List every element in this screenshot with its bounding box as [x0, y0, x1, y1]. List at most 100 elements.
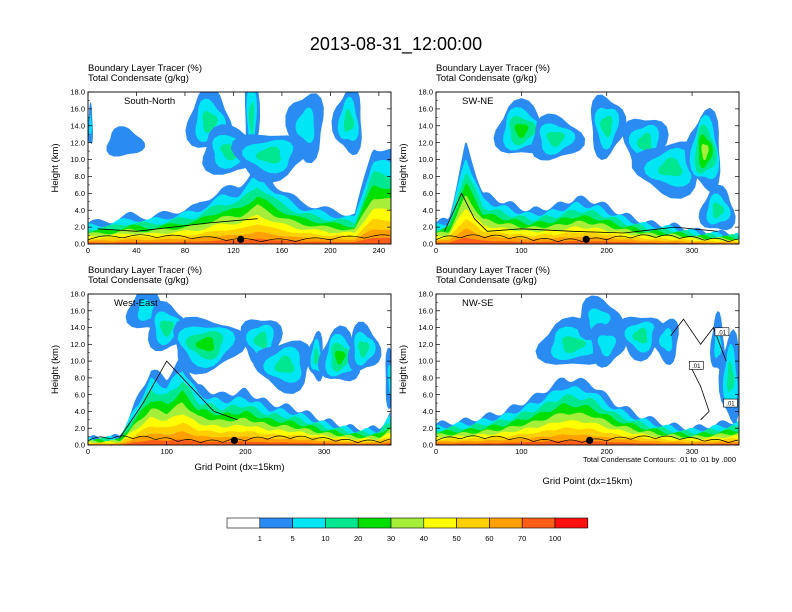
- tracer-plume-7-3: [358, 341, 370, 358]
- legend-swatch-1: [259, 517, 293, 529]
- x-tick-label: 120: [227, 246, 240, 255]
- x-tick-label: 0: [86, 246, 90, 255]
- header-tracer: Boundary Layer Tracer (%): [88, 63, 202, 74]
- panel-nw-se: .01 .01 .01 0.0 2.0 4.0 6.0 8.0 10.0 12.0 14.0 16.0…: [398, 265, 740, 487]
- y-tick-label: 8.0: [423, 373, 433, 382]
- legend-label: 5: [291, 534, 295, 543]
- y-tick-label: 16.0: [418, 104, 433, 113]
- legend-swatch-6: [423, 517, 457, 529]
- legend-label: 100: [549, 534, 562, 543]
- x-tick-label: 0: [86, 447, 90, 456]
- location-marker: [237, 235, 245, 243]
- y-tick-label: 4.0: [423, 206, 433, 215]
- tracer-plume-4-3: [274, 355, 295, 373]
- legend-label: 70: [518, 534, 526, 543]
- tracer-plume-2-2: [597, 335, 617, 357]
- y-tick-label: 10.0: [70, 155, 85, 164]
- y-tick-label: 18.0: [70, 290, 85, 299]
- legend-swatch-0: [226, 517, 261, 529]
- legend-label: 1: [258, 534, 262, 543]
- legend-swatch-10: [554, 517, 589, 529]
- x-tick-label: 300: [318, 447, 331, 456]
- condensate-contour: [444, 192, 718, 234]
- contour-label: .01: [692, 364, 701, 370]
- contour-label-box: .01: [723, 398, 738, 408]
- y-tick-label: 18.0: [418, 290, 433, 299]
- y-tick-label: 14.0: [70, 323, 85, 332]
- tracer-plume-4-3: [658, 157, 683, 177]
- condensate-contour-note: Total Condensate Contours: .01 to .01 by…: [583, 455, 736, 464]
- legend-label: 50: [452, 534, 460, 543]
- x-tick-label: 200: [600, 447, 613, 456]
- tracer-plume-3-3: [636, 132, 652, 153]
- header-condensate: Total Condensate (g/kg): [436, 73, 537, 84]
- tracer-plume-2-4: [195, 336, 215, 352]
- condensate-contour: [691, 369, 710, 421]
- surface-contour: [88, 435, 391, 443]
- tracer-plume-1-3: [546, 131, 565, 148]
- y-tick-label: 2.0: [75, 424, 85, 433]
- y-tick-label: 8.0: [423, 172, 433, 181]
- legend-swatch-9: [521, 517, 556, 529]
- panel-plot-area: [436, 94, 739, 244]
- tracer-plume-5-3: [313, 348, 320, 365]
- tracer-plume-8-1: [385, 347, 391, 410]
- y-axis-label: Height (km): [50, 143, 61, 192]
- y-tick-label: 16.0: [418, 306, 433, 315]
- y-tick-label: 0.0: [75, 441, 85, 450]
- panel-south-north: 0.0 2.0 4.0 6.0 8.0 10.0 12.0 14.0 16.0 18.0 0 40 80…: [50, 63, 392, 255]
- header-tracer: Boundary Layer Tracer (%): [436, 63, 550, 74]
- header-condensate: Total Condensate (g/kg): [436, 275, 537, 286]
- tracer-plume-5-5: [701, 143, 709, 161]
- y-tick-label: 10.0: [418, 357, 433, 366]
- panel-name: SW-NE: [462, 96, 494, 107]
- y-tick-label: 0.0: [423, 240, 433, 249]
- y-tick-label: 12.0: [418, 340, 433, 349]
- y-axis-label: Height (km): [398, 345, 409, 394]
- x-axis-label: Grid Point (dx=15km): [542, 476, 632, 487]
- tracer-plume-7-1: [106, 126, 146, 157]
- tracer-plume-8-2: [387, 364, 391, 395]
- x-axis-label: Grid Point (dx=15km): [194, 462, 284, 473]
- tracer-plume-5-3: [727, 361, 735, 392]
- tracer-plume-0-3: [202, 111, 218, 133]
- x-tick-label: 200: [324, 246, 337, 255]
- condensate-contour: [670, 318, 727, 362]
- x-tick-label: 100: [515, 246, 528, 255]
- x-tick-label: 100: [515, 447, 528, 456]
- panel-plot-area: [88, 294, 391, 445]
- tracer-plume-6-2: [89, 114, 92, 136]
- y-tick-label: 14.0: [70, 121, 85, 130]
- panel-name: West-East: [114, 298, 158, 309]
- panel-west-east: 0.0 2.0 4.0 6.0 8.0 10.0 12.0 14.0 16.0 18.0 0 100 2…: [50, 265, 392, 473]
- legend-label: 40: [420, 534, 428, 543]
- colorbar-legend: 1 5 10 20 30 40 50 60 70 100: [226, 517, 589, 543]
- y-tick-label: 4.0: [75, 407, 85, 416]
- y-tick-label: 6.0: [423, 189, 433, 198]
- y-tick-label: 16.0: [70, 104, 85, 113]
- header-tracer: Boundary Layer Tracer (%): [436, 265, 550, 276]
- y-axis-label: Height (km): [50, 345, 61, 394]
- x-tick-label: 200: [600, 246, 613, 255]
- tracer-plume-0-4: [514, 124, 529, 138]
- contour-label-box: .01: [689, 361, 704, 370]
- x-tick-label: 240: [373, 246, 386, 255]
- legend-label: 60: [485, 534, 493, 543]
- y-tick-label: 2.0: [75, 223, 85, 232]
- y-tick-label: 14.0: [418, 121, 433, 130]
- location-marker: [582, 235, 590, 243]
- y-tick-label: 0.0: [75, 240, 85, 249]
- y-tick-label: 12.0: [70, 138, 85, 147]
- legend-swatch-7: [456, 517, 490, 529]
- y-tick-label: 12.0: [418, 138, 433, 147]
- header-condensate: Total Condensate (g/kg): [88, 275, 189, 286]
- y-tick-label: 6.0: [423, 390, 433, 399]
- y-tick-label: 18.0: [70, 88, 85, 97]
- tracer-plume-1-2: [588, 308, 611, 331]
- x-tick-label: 40: [132, 246, 140, 255]
- condensate-contour: [97, 218, 258, 232]
- x-tick-label: 0: [434, 246, 438, 255]
- legend-swatch-3: [325, 517, 359, 529]
- panel-plot-area: [88, 92, 391, 244]
- location-marker: [230, 436, 238, 444]
